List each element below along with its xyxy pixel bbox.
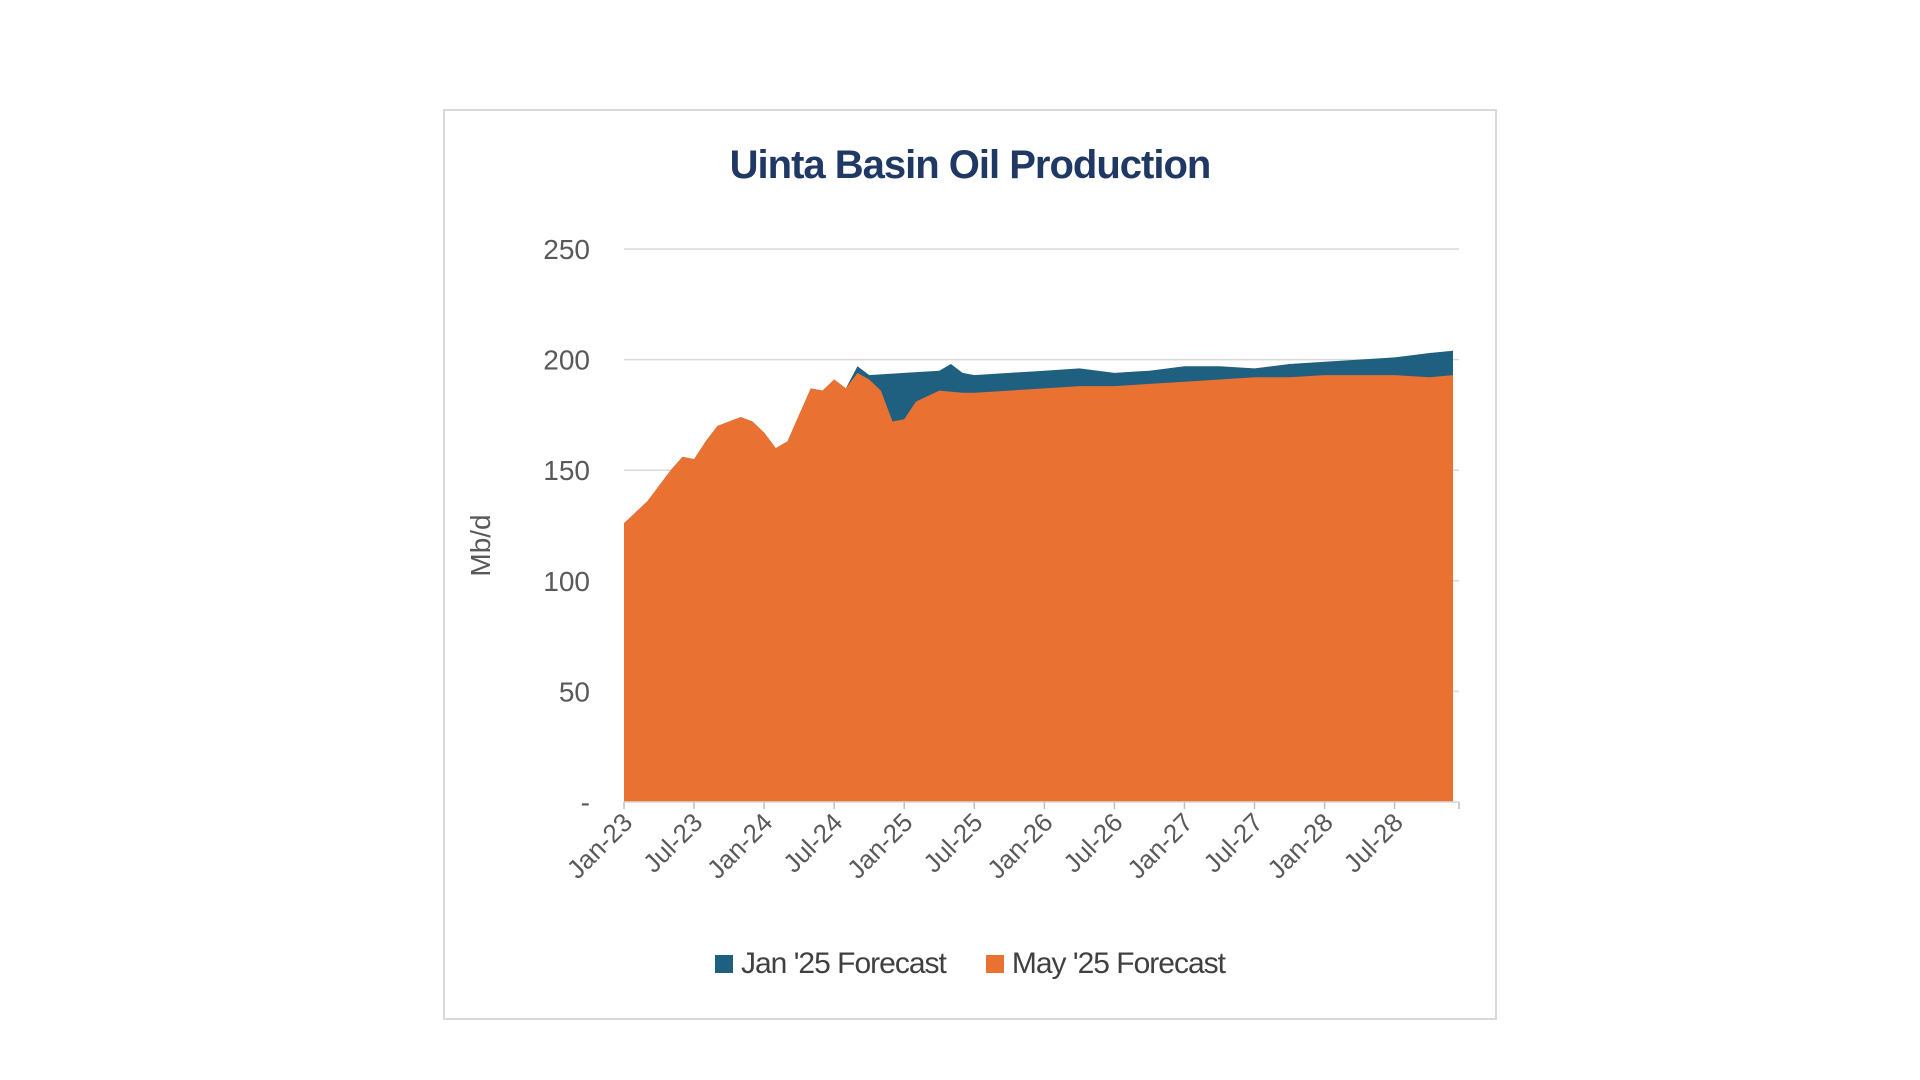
y-tick-label: 200 (543, 345, 590, 376)
x-tick-label: Jan-23 (561, 807, 638, 884)
x-tick-label: Jul-28 (1338, 807, 1409, 878)
legend: Jan '25 Forecast May '25 Forecast (445, 947, 1495, 981)
chart-frame: Uinta Basin Oil Production - 50 100 150 200 2… (443, 109, 1497, 1020)
y-tick-label: 50 (559, 676, 590, 707)
y-tick-label: 100 (543, 566, 590, 597)
legend-swatch-may-forecast (985, 955, 1004, 973)
legend-item-jan-forecast: Jan '25 Forecast (715, 947, 947, 981)
x-tick-label: Jan-27 (1121, 807, 1198, 884)
y-tick-label: - (581, 787, 590, 818)
y-tick-label: 250 (543, 234, 590, 265)
x-tick-label: Jan-24 (701, 807, 778, 884)
y-tick-label: 150 (543, 455, 590, 486)
chart-title: Uinta Basin Oil Production (729, 143, 1212, 187)
x-tick-label: Jul-25 (917, 807, 988, 878)
legend-swatch-jan-forecast (715, 955, 733, 973)
legend-label-jan-forecast: Jan '25 Forecast (741, 947, 947, 980)
x-tick-label: Jan-26 (981, 807, 1058, 884)
x-tick-label: Jul-27 (1197, 807, 1268, 878)
area-series-1 (624, 372, 1453, 802)
y-axis-title: Mb/d (465, 514, 496, 576)
plot-area: -50100150200250Mb/dJan-23Jul-23Jan-24Jul… (465, 234, 1460, 884)
x-tick-label: Jan-25 (841, 807, 918, 884)
x-tick-label: Jul-26 (1057, 807, 1128, 878)
x-tick-label: Jul-23 (637, 807, 708, 878)
legend-item-may-forecast: May '25 Forecast (985, 947, 1226, 981)
legend-label-may-forecast: May '25 Forecast (1011, 947, 1226, 980)
x-tick-label: Jan-28 (1261, 807, 1338, 884)
x-tick-label: Jul-24 (777, 807, 848, 878)
